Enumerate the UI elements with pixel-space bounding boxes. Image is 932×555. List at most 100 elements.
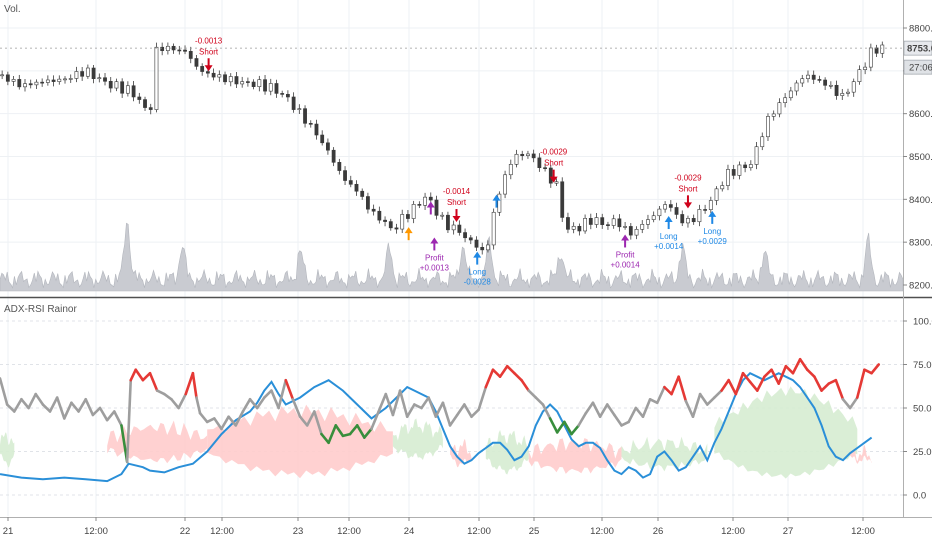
signal-label: -0.0013 (195, 36, 223, 45)
candle-body (337, 162, 342, 171)
rsi-segment (527, 389, 538, 399)
candle-body (5, 74, 10, 82)
rsi-segment (334, 424, 345, 438)
candle-body (383, 219, 387, 222)
rsi-segment (77, 397, 88, 413)
candle-body (446, 214, 450, 231)
rsi-segment (305, 410, 316, 427)
rsi-segment (5, 403, 16, 413)
signal-arrow-down-icon (204, 65, 213, 72)
cloud-bearish (107, 420, 208, 464)
rsi-segment (277, 378, 288, 410)
candle-body (731, 169, 736, 176)
candle-body (708, 200, 713, 210)
rsi-segment (848, 396, 859, 410)
candle-body (720, 185, 725, 190)
candle-body (691, 218, 696, 223)
rsi-segment (148, 371, 159, 392)
signal-label: +0.0014 (654, 242, 684, 251)
rsi-segment (125, 378, 133, 464)
price-pane-title: Vol. (4, 4, 21, 15)
candle-body (697, 209, 702, 223)
candle-body (663, 204, 668, 210)
candle-body (211, 72, 216, 78)
indicator-pane-title: ADX-RSI Rainor (4, 304, 77, 315)
candle-body (748, 164, 753, 169)
candle-body (806, 74, 810, 80)
rsi-segment (655, 385, 666, 405)
signal-label: Short (447, 198, 467, 207)
candle-body (874, 47, 879, 54)
candle-body (40, 81, 45, 84)
rsi-segment (577, 411, 588, 427)
candle-body (823, 79, 828, 86)
signal-label: -0.0014 (443, 187, 471, 196)
last-price-value: 8753.0 (907, 44, 932, 55)
rsi-segment (220, 415, 230, 431)
signal-label: -0.0029 (674, 173, 702, 182)
candle-body (97, 77, 102, 80)
rsi-segment (195, 396, 202, 415)
rsi-segment (634, 406, 645, 419)
candle-body (766, 116, 770, 138)
candle-body (834, 84, 839, 96)
candle-body (640, 224, 645, 230)
signal-arrow-up-icon (404, 227, 413, 234)
candle-body (577, 225, 582, 232)
rsi-segment (670, 375, 680, 396)
signal-arrow-up-icon (708, 210, 717, 217)
candle-body (743, 164, 748, 169)
rsi-segment (377, 392, 388, 413)
price-axis-label: 8200.0 (909, 281, 932, 292)
rsi-segment (27, 392, 38, 410)
time-axis-label: 12:00 (590, 526, 614, 537)
countdown-value: 27:06 (909, 63, 932, 74)
candle-body (463, 232, 467, 239)
signal-marker (492, 194, 501, 208)
rsi-segment (129, 368, 138, 382)
candle-body (788, 90, 793, 99)
time-axis-label: 12:00 (721, 526, 745, 537)
signal-marker: Long+0.0014 (654, 216, 684, 251)
rsi-segment (12, 397, 23, 413)
rsi-segment (427, 396, 438, 419)
candle-body (703, 209, 708, 211)
rsi-segment (548, 417, 559, 434)
candle-body (537, 157, 542, 168)
candle-body (491, 211, 496, 246)
rsi-segment (263, 389, 273, 399)
signal-marker: -0.0029 Short (540, 148, 568, 183)
rsi-segment (184, 371, 195, 396)
rsi-segment (841, 397, 852, 410)
candle-body (137, 96, 142, 100)
time-axis: 21 12:00 22 12:00 23 12:00 24 12:00 25 12:00 26 12:… (3, 517, 875, 537)
candle-body (103, 77, 107, 82)
candle-body (457, 224, 462, 233)
candle-body (320, 134, 325, 144)
candle-body (468, 237, 473, 241)
candle-body (800, 78, 805, 84)
rsi-segment (727, 378, 738, 396)
candle-body (68, 78, 73, 80)
rsi-segment (141, 371, 152, 382)
rsi-segment (627, 406, 638, 424)
rsi-segment (448, 413, 459, 427)
price-axis-label: 8300.0 (909, 238, 932, 249)
candle-body (657, 208, 662, 217)
candle-body (160, 46, 165, 51)
candle-body (148, 107, 153, 110)
candle-body (326, 142, 330, 151)
rsi-segment (420, 396, 430, 410)
candle-body (91, 67, 96, 79)
rsi-segment (491, 368, 502, 378)
signal-marker: Long-0.0028 (464, 251, 491, 287)
candle-body (251, 81, 256, 87)
candle-body (143, 99, 147, 108)
candle-body (297, 108, 302, 110)
signal-label: +0.0014 (611, 260, 641, 269)
candle-body (411, 204, 416, 219)
candle-body (526, 153, 530, 156)
candle-body (600, 217, 605, 225)
rsi-segment (227, 415, 238, 427)
candle-body (120, 81, 125, 94)
